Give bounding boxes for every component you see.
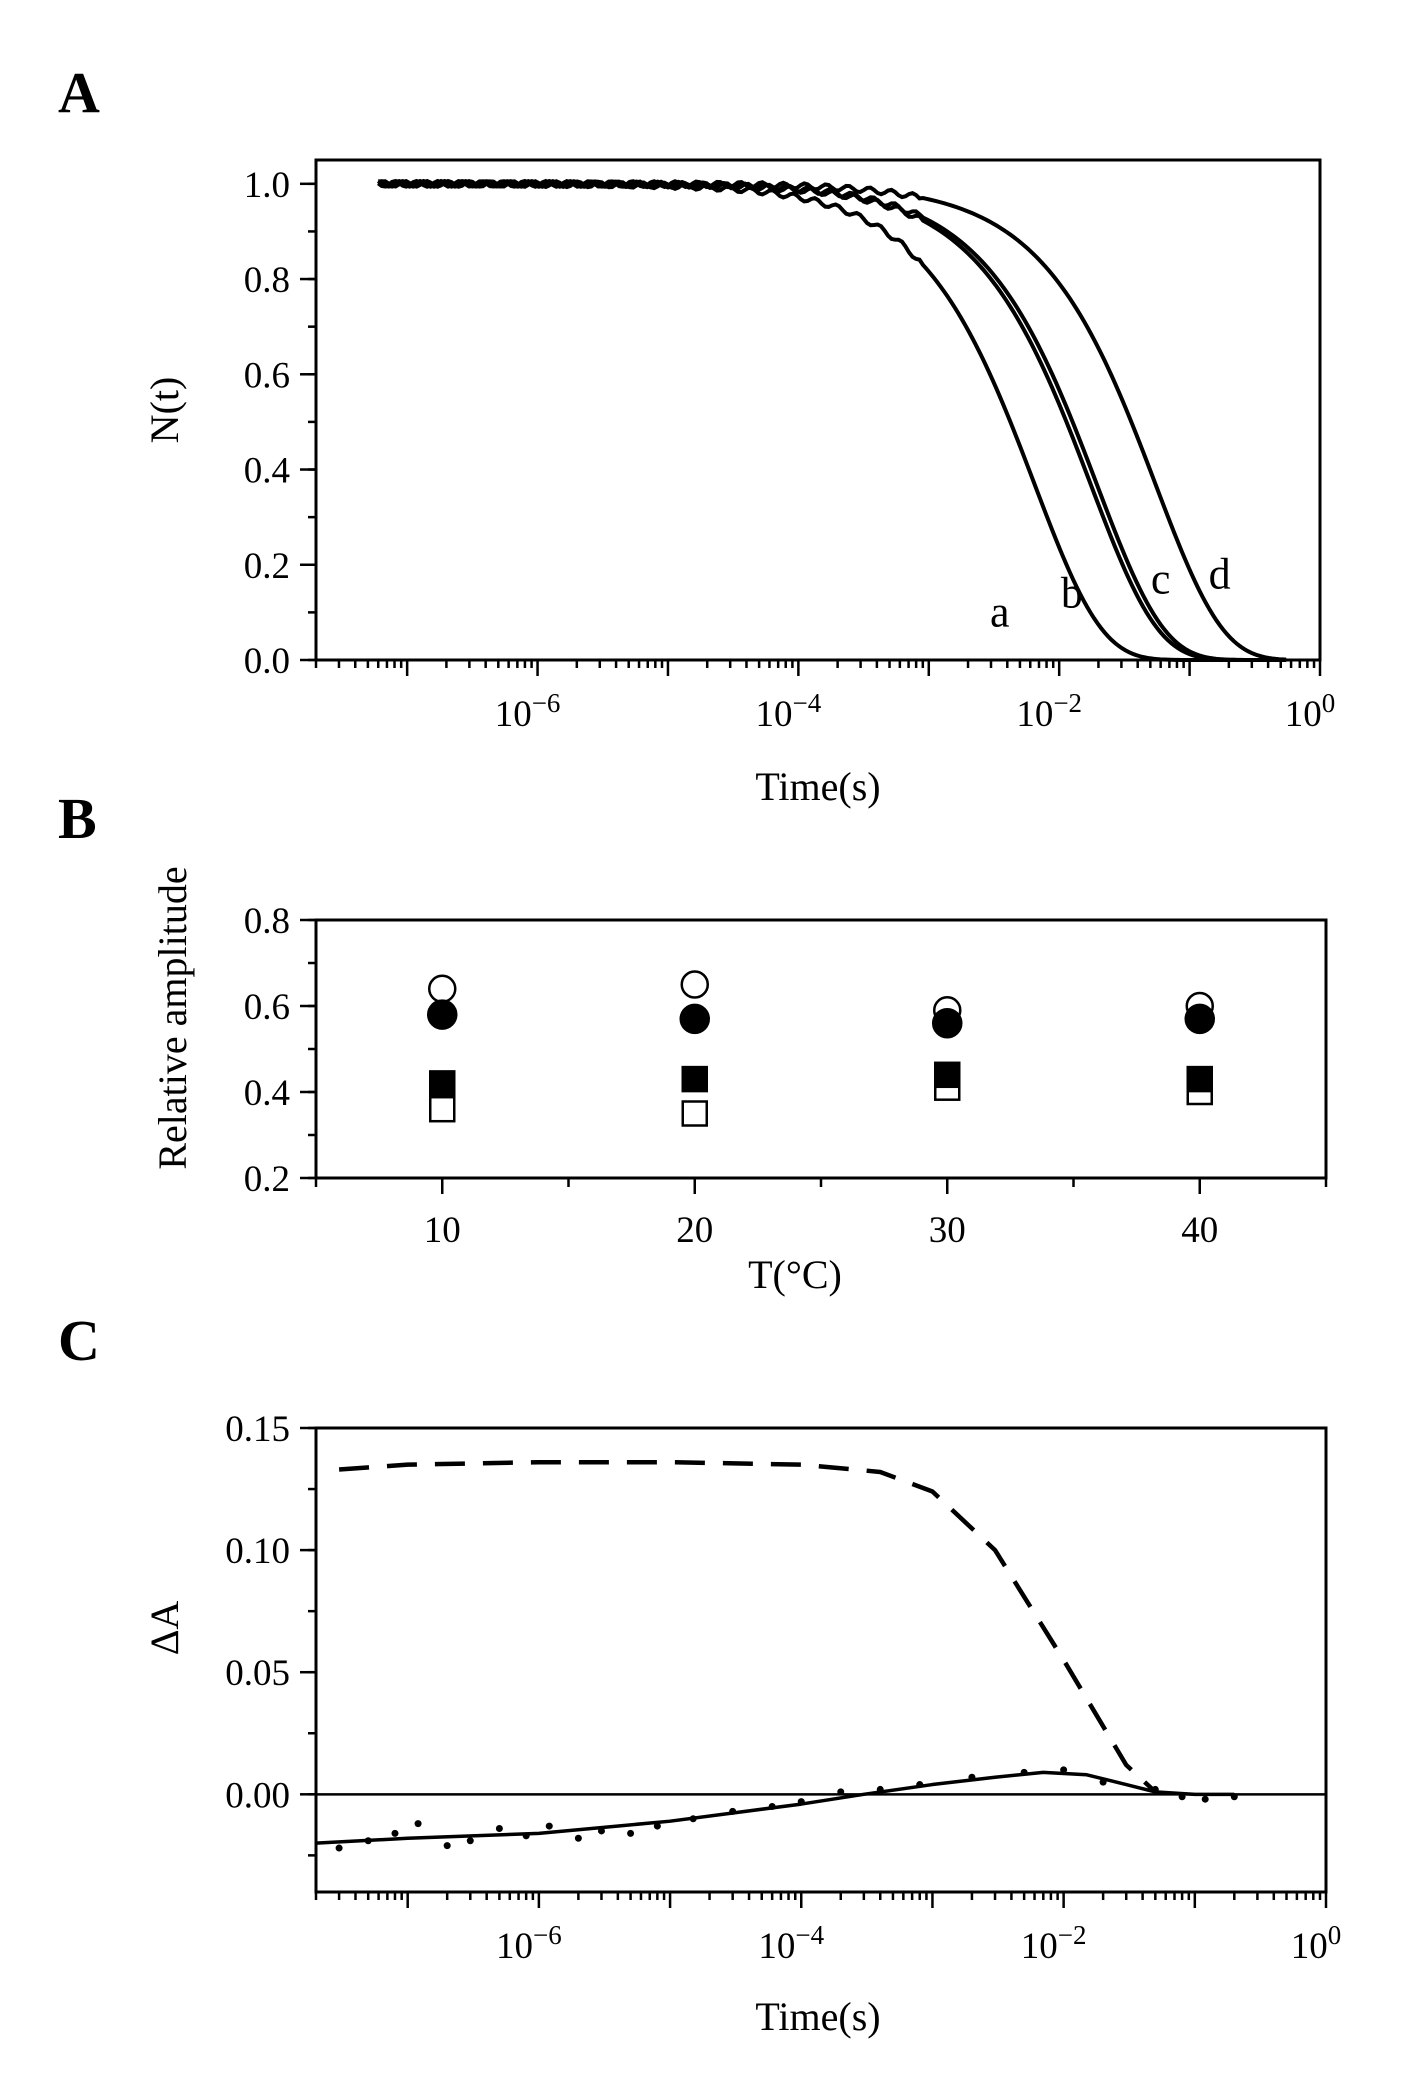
y-tick-label: 0.6 [244, 987, 290, 1028]
data-point [1230, 1793, 1238, 1801]
series-dashed-line [338, 1459, 1157, 1794]
y-tick-label: 0.05 [225, 1653, 290, 1694]
series-d-line [377, 178, 1287, 662]
panel-b-frame [314, 918, 1328, 1180]
panel-b: B 10 20 30 40 0.2 0.4 0.6 0.8 T(°C) Relative am… [58, 786, 1328, 1297]
y-tick-label: 0.8 [244, 901, 290, 942]
panel-c: C 10−6 10−4 10−2 100 0.00 0.05 0.10 0.15 Time(s… [58, 1308, 1341, 2039]
panel-c-frame [314, 1426, 1328, 1894]
panel-c-curves [315, 1459, 1326, 1852]
y-tick-label: 0.4 [244, 1073, 290, 1114]
curve-label-a: a [990, 588, 1010, 637]
y-tick-label: 0.00 [225, 1775, 290, 1816]
y-tick-label: 0.6 [244, 355, 290, 396]
curve-label-d: d [1209, 550, 1231, 599]
data-point [495, 1825, 503, 1833]
data-point [627, 1829, 635, 1837]
data-point [729, 1807, 737, 1815]
x-tick-label: 10−6 [495, 688, 561, 735]
panel-c-letter: C [58, 1308, 100, 1373]
filled-circle-marker [932, 1007, 963, 1039]
data-point [797, 1798, 805, 1806]
data-point [391, 1829, 399, 1837]
open-square-marker [681, 1100, 708, 1127]
x-tick-label: 20 [676, 1210, 713, 1251]
series-fit-line [315, 1770, 1235, 1845]
x-tick-label: 10−2 [1021, 1920, 1087, 1967]
data-point [335, 1844, 343, 1852]
x-tick-label: 10−2 [1016, 688, 1082, 735]
panel-b-markers [427, 970, 1215, 1127]
panel-c-ylabel: ΔA [142, 1601, 187, 1656]
x-tick-label: 10−6 [496, 1920, 562, 1967]
filled-square-marker [429, 1070, 456, 1097]
data-point [545, 1822, 553, 1830]
open-circle-marker [428, 974, 457, 1004]
x-tick-label: 30 [929, 1210, 966, 1251]
y-tick-label: 1.0 [244, 165, 290, 206]
data-point [837, 1788, 845, 1796]
data-point [689, 1815, 697, 1823]
y-tick-label: 0.8 [244, 260, 290, 301]
y-tick-label: 0.10 [225, 1531, 290, 1572]
panel-b-xlabel: T(°C) [748, 1252, 842, 1297]
x-tick-label: 100 [1291, 1920, 1342, 1967]
data-point [876, 1785, 884, 1793]
x-tick-label: 100 [1285, 688, 1336, 735]
filled-square-marker [681, 1065, 708, 1093]
data-point [968, 1773, 976, 1781]
panel-a-letter: A [58, 60, 100, 125]
panel-a-ylabel: N(t) [142, 377, 187, 444]
x-tick-label: 10−4 [758, 1920, 824, 1967]
data-point [1201, 1795, 1209, 1803]
y-tick-label: 0.0 [244, 641, 290, 682]
data-point [653, 1822, 661, 1830]
data-point [364, 1837, 372, 1845]
data-point [768, 1803, 776, 1811]
x-tick-label: 10 [424, 1210, 461, 1251]
filled-square-marker [934, 1061, 961, 1089]
data-point [522, 1832, 530, 1840]
y-tick-label: 0.2 [244, 1159, 290, 1200]
panel-b-ticks: 10 20 30 40 0.2 0.4 0.6 0.8 [244, 901, 1328, 1251]
data-point [443, 1842, 451, 1850]
y-tick-label: 0.15 [225, 1409, 290, 1450]
data-point [1020, 1768, 1028, 1776]
y-tick-label: 0.4 [244, 451, 290, 492]
data-point [414, 1820, 422, 1828]
x-tick-label: 10−4 [756, 688, 822, 735]
data-point [597, 1827, 605, 1835]
curve-label-b: b [1061, 569, 1083, 618]
open-circle-marker [680, 970, 709, 999]
data-point [1178, 1793, 1186, 1801]
panel-a-frame [314, 158, 1322, 662]
panel-b-letter: B [58, 786, 97, 851]
data-point [1151, 1785, 1159, 1793]
data-point [1060, 1766, 1068, 1774]
panel-a-xlabel: Time(s) [755, 764, 880, 809]
filled-circle-marker [1184, 1003, 1215, 1035]
filled-square-marker [1186, 1065, 1213, 1093]
x-tick-label: 40 [1181, 1210, 1218, 1251]
data-point [916, 1781, 924, 1789]
data-point [574, 1834, 582, 1842]
panel-a-ticks: 10−6 10−4 10−2 100 0.0 0.2 0.4 0.6 0.8 1.0 [244, 165, 1336, 735]
filled-circle-marker [427, 999, 458, 1030]
panel-c-ticks: 10−6 10−4 10−2 100 0.00 0.05 0.10 0.15 [225, 1409, 1341, 1967]
data-point [1099, 1778, 1107, 1786]
data-point [466, 1837, 474, 1845]
filled-circle-marker [679, 1003, 710, 1035]
open-square-marker [429, 1095, 456, 1123]
panel-c-xlabel: Time(s) [755, 1994, 880, 2039]
curve-label-c: c [1151, 554, 1171, 603]
y-tick-label: 0.2 [244, 546, 290, 587]
panel-b-ylabel: Relative amplitude [150, 866, 195, 1169]
